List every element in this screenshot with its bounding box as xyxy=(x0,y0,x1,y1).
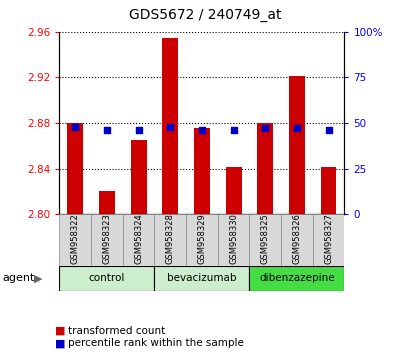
Bar xyxy=(67,123,83,214)
Point xyxy=(72,124,79,130)
Text: GSM958328: GSM958328 xyxy=(165,213,174,264)
Point xyxy=(103,127,110,133)
Bar xyxy=(59,266,154,291)
Text: ■: ■ xyxy=(55,326,66,336)
Bar xyxy=(217,214,249,266)
Bar xyxy=(312,214,344,266)
Text: GSM958329: GSM958329 xyxy=(197,213,206,264)
Text: ■: ■ xyxy=(55,338,66,348)
Point xyxy=(135,127,142,133)
Text: agent: agent xyxy=(2,273,34,283)
Text: bevacizumab: bevacizumab xyxy=(167,273,236,283)
Text: GSM958322: GSM958322 xyxy=(71,213,80,264)
Point xyxy=(166,124,173,130)
Text: transformed count: transformed count xyxy=(67,326,164,336)
Point xyxy=(261,126,268,131)
Text: dibenzazepine: dibenzazepine xyxy=(258,273,334,283)
Text: GSM958324: GSM958324 xyxy=(134,213,143,264)
Text: control: control xyxy=(88,273,125,283)
Bar xyxy=(122,214,154,266)
Bar xyxy=(281,214,312,266)
Text: GSM958330: GSM958330 xyxy=(229,213,238,264)
Bar xyxy=(91,214,122,266)
Point xyxy=(324,127,331,133)
Bar xyxy=(130,140,146,214)
Bar xyxy=(249,214,281,266)
Text: percentile rank within the sample: percentile rank within the sample xyxy=(67,338,243,348)
Bar xyxy=(288,76,304,214)
Bar xyxy=(257,123,272,214)
Text: GSM958325: GSM958325 xyxy=(260,213,269,264)
Bar xyxy=(249,266,344,291)
Bar xyxy=(186,214,217,266)
Bar xyxy=(59,214,91,266)
Text: GSM958327: GSM958327 xyxy=(323,213,332,264)
Bar xyxy=(162,38,178,214)
Text: GSM958323: GSM958323 xyxy=(102,213,111,264)
Text: GSM958326: GSM958326 xyxy=(292,213,301,264)
Point xyxy=(230,127,236,133)
Bar xyxy=(99,192,115,214)
Bar xyxy=(154,214,186,266)
Bar xyxy=(320,167,336,214)
Bar xyxy=(154,266,249,291)
Point xyxy=(293,126,299,131)
Text: GDS5672 / 240749_at: GDS5672 / 240749_at xyxy=(128,8,281,22)
Bar xyxy=(193,127,209,214)
Point xyxy=(198,127,204,133)
Text: ▶: ▶ xyxy=(34,273,43,283)
Bar xyxy=(225,167,241,214)
